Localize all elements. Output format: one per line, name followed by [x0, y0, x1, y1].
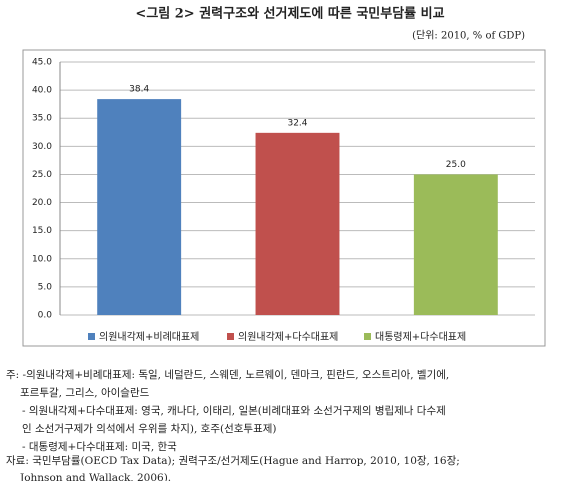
note-line: - 대통령제+다수대표제: 미국, 한국	[22, 441, 177, 453]
chart-title: <그림 2> 권력구조와 선거제도에 따른 국민부담률 비교	[135, 6, 444, 22]
chart-subtitle: (단위: 2010, % of GDP)	[412, 29, 525, 42]
notes: 주: -의원내각제+비례대표제: 독일, 네덜란드, 스웨덴, 노르웨이, 덴마…	[6, 368, 460, 481]
legend-label: 의원내각제+비례대표제	[99, 331, 199, 343]
legend-label: 의원내각제+다수대표제	[238, 331, 338, 343]
note-line: 인 소선거구제가 의석에서 우위를 차지), 호주(선호투표제)	[22, 422, 277, 435]
value-label: 38.4	[129, 85, 149, 95]
note-line: Johnson and Wallack, 2006).	[19, 472, 171, 481]
legend-swatch	[364, 333, 371, 340]
legend-label: 대통령제+다수대표제	[375, 331, 466, 343]
y-tick-label: 25.0	[32, 170, 52, 180]
bar	[255, 132, 340, 315]
note-line: 주: -의원내각제+비례대표제: 독일, 네덜란드, 스웨덴, 노르웨이, 덴마…	[6, 368, 449, 381]
y-tick-label: 35.0	[32, 114, 52, 124]
value-label: 25.0	[446, 160, 466, 170]
y-tick-label: 10.0	[32, 254, 52, 264]
value-label: 32.4	[287, 118, 307, 128]
bar	[413, 174, 498, 315]
legend-swatch	[88, 333, 95, 340]
note-line: 포르투갈, 그리스, 아이슬란드	[20, 386, 150, 399]
y-tick-label: 30.0	[32, 142, 52, 152]
note-line: 자료: 국민부담률(OECD Tax Data); 권력구조/선거제도(Hagu…	[6, 455, 460, 467]
y-tick-label: 0.0	[38, 311, 53, 321]
y-tick-label: 20.0	[32, 198, 52, 208]
legend-swatch	[227, 333, 234, 340]
note-line: - 의원내각제+다수대표제: 영국, 캐나다, 이태리, 일본(비례대표와 소선…	[22, 404, 446, 417]
y-tick-label: 15.0	[32, 226, 52, 236]
y-tick-label: 5.0	[38, 282, 53, 292]
y-tick-label: 45.0	[32, 58, 52, 68]
y-tick-label: 40.0	[32, 86, 52, 96]
bar	[97, 99, 182, 316]
